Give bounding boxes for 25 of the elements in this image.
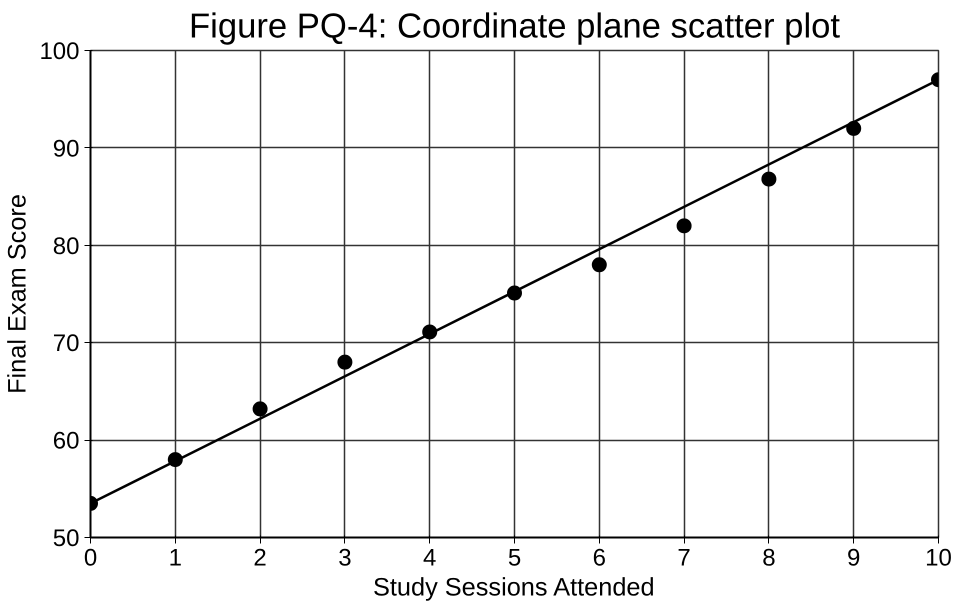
x-tick-label: 5	[508, 544, 522, 572]
point	[761, 172, 776, 187]
y-tick-label: 60	[52, 428, 80, 455]
x-tick-label: 4	[423, 544, 436, 572]
x-tick-label: 8	[762, 544, 776, 572]
chart-title: Figure PQ-4: Coordinate plane scatter plot	[188, 8, 840, 46]
x-tick-label: 1	[168, 544, 182, 572]
y-tick-label: 80	[52, 232, 80, 260]
x-tick-label: 2	[253, 544, 267, 572]
y-tick-label: 90	[52, 135, 80, 162]
x-tick-label: 3	[338, 544, 352, 572]
point	[592, 257, 607, 272]
x-tick-label: 10	[925, 544, 952, 572]
x-tick-label: 9	[847, 544, 860, 572]
point	[676, 218, 692, 234]
y-tick-label: 50	[52, 525, 80, 552]
y-axis-title: Final Exam Score	[3, 194, 32, 394]
x-tick-label: 7	[677, 544, 691, 572]
y-tick-label: 70	[52, 330, 80, 358]
x-tick-label: 0	[84, 544, 98, 572]
y-tick-label: 100	[39, 38, 80, 65]
point	[252, 401, 268, 416]
x-tick-label: 6	[592, 544, 606, 572]
x-axis-title: Study Sessions Attended	[372, 574, 655, 602]
point	[337, 354, 352, 370]
